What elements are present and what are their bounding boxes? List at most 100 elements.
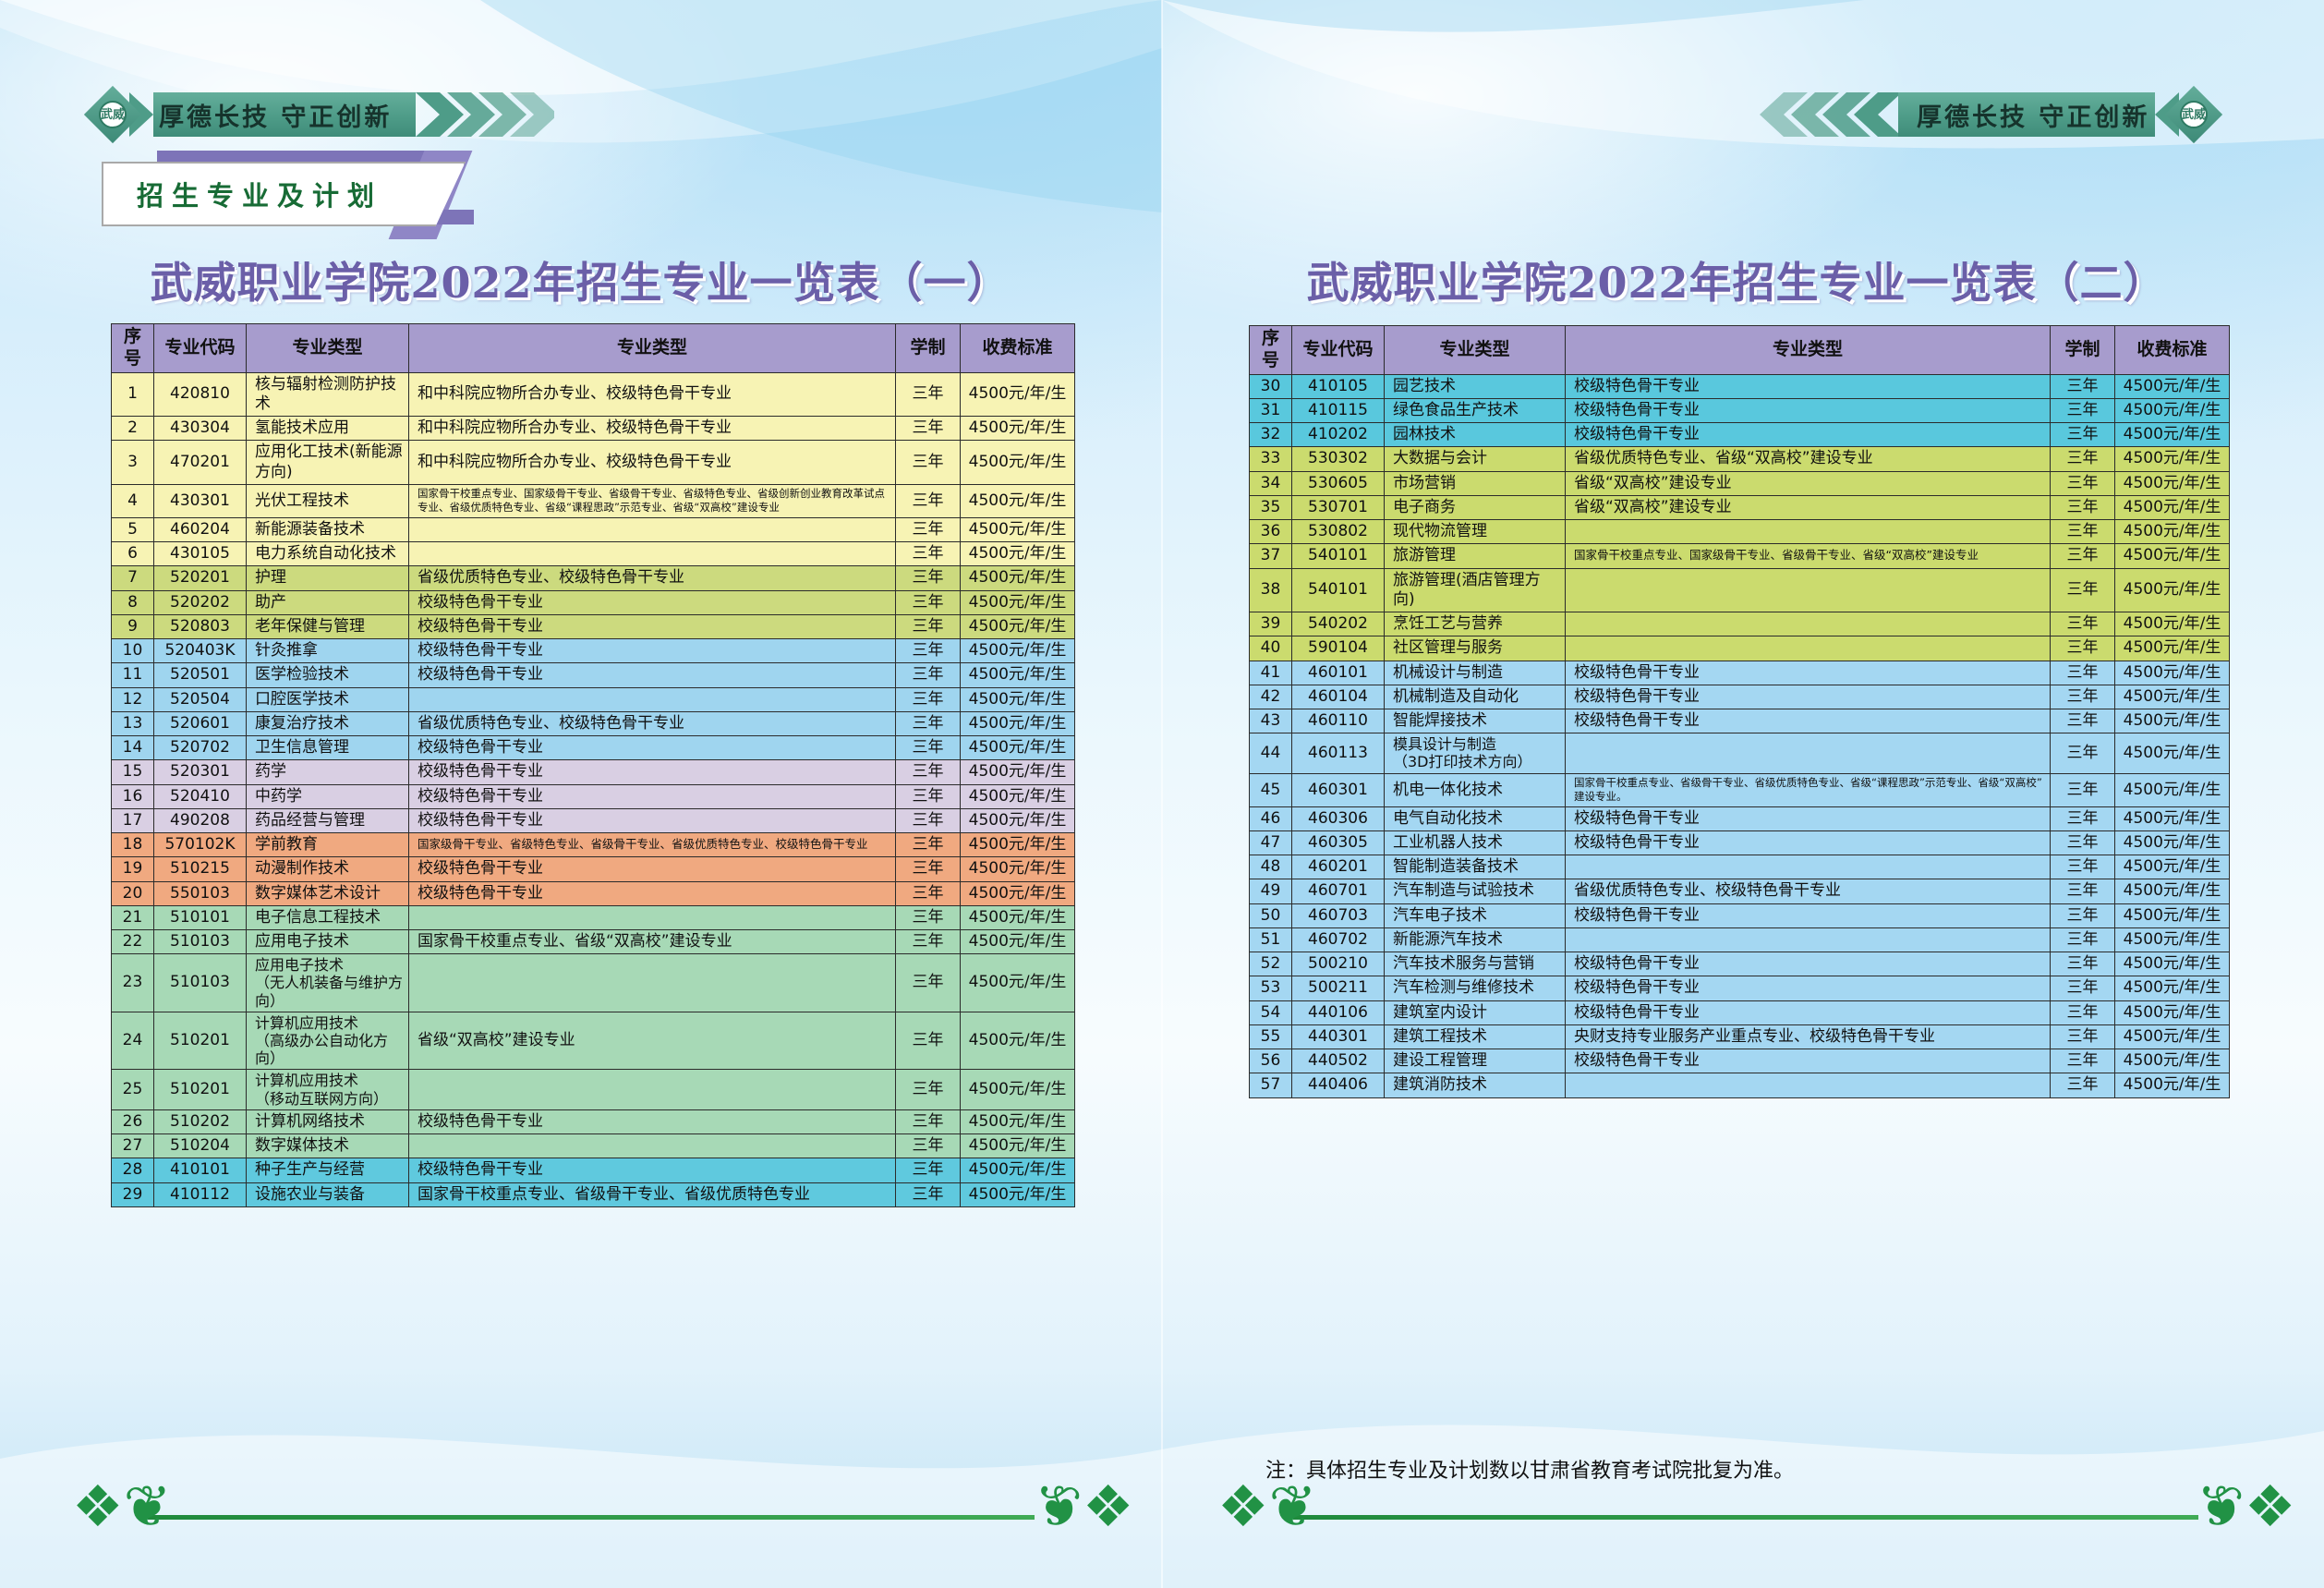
cell-major-tags: 省级“双高校”建设专业 bbox=[1565, 470, 2051, 496]
majors-table-one-wrapper: 序号 专业代码 专业类型 专业类型 学制 收费标准 1 420810 核与辐射检测防… bbox=[111, 323, 1075, 1207]
cell-major-name: 建筑工程技术 bbox=[1384, 1024, 1566, 1050]
cell-major-tags: 校级特色骨干专业 bbox=[408, 1109, 896, 1135]
cell-major-name: 旅游管理(酒店管理方向) bbox=[1384, 567, 1566, 612]
majors-table-two-wrapper: 序号 专业代码 专业类型 专业类型 学制 收费标准 30 410105 园艺技术 校级… bbox=[1249, 325, 2230, 1098]
cell-study-years: 三年 bbox=[2050, 494, 2115, 521]
col-header-tags: 专业类型 bbox=[408, 323, 896, 373]
cell-major-name: 汽车检测与维修技术 bbox=[1384, 976, 1566, 1001]
cell-major-name: 计算机应用技术 （移动互联网方向） bbox=[246, 1069, 409, 1110]
cell-serial-number: 17 bbox=[111, 807, 154, 834]
cell-serial-number: 40 bbox=[1249, 636, 1292, 661]
cell-major-tags: 和中科院应物所合办专业、校级特色骨干专业 bbox=[408, 371, 896, 417]
cell-serial-number: 3 bbox=[111, 440, 154, 485]
table-row: 30 410105 园艺技术 校级特色骨干专业 三年 4500元/年/生 bbox=[1249, 373, 2230, 399]
cell-major-code: 510202 bbox=[153, 1109, 247, 1135]
cell-major-code: 530802 bbox=[1291, 518, 1385, 545]
cell-major-code: 410115 bbox=[1291, 397, 1385, 424]
cell-major-tags: 校级特色骨干专业 bbox=[408, 638, 896, 664]
cell-serial-number: 35 bbox=[1249, 494, 1292, 521]
cell-major-code: 530605 bbox=[1291, 470, 1385, 496]
ornament-flourish-icon: ❖❦ bbox=[1035, 1473, 1134, 1540]
table-row: 2 430304 氢能技术应用 和中科院应物所合办专业、校级特色骨干专业 三年 4500元… bbox=[111, 415, 1075, 442]
table-row: 22 510103 应用电子技术 国家骨干校重点专业、省级“双高校”建设专业 三年 450… bbox=[111, 929, 1075, 955]
col-header-major: 专业类型 bbox=[1384, 325, 1566, 375]
cell-study-years: 三年 bbox=[2050, 543, 2115, 569]
table-row: 35 530701 电子商务 省级“双高校”建设专业 三年 4500元/年/生 bbox=[1249, 494, 2230, 521]
table-row: 25 510201 计算机应用技术 （移动互联网方向） 三年 4500元/年/生 bbox=[111, 1069, 1075, 1110]
cell-major-name: 电力系统自动化技术 bbox=[246, 541, 409, 567]
cell-major-code: 520803 bbox=[153, 613, 247, 640]
cell-study-years: 三年 bbox=[895, 686, 961, 712]
cell-tuition-fee: 4500元/年/生 bbox=[2114, 903, 2230, 928]
cell-serial-number: 18 bbox=[111, 832, 154, 858]
cell-major-name: 药品经营与管理 bbox=[246, 807, 409, 834]
cell-serial-number: 21 bbox=[111, 904, 154, 931]
cell-major-name: 建筑室内设计 bbox=[1384, 1000, 1566, 1025]
cell-study-years: 三年 bbox=[895, 371, 961, 417]
cell-serial-number: 33 bbox=[1249, 446, 1292, 472]
cell-serial-number: 52 bbox=[1249, 952, 1292, 977]
table-row: 31 410115 绿色食品生产技术 校级特色骨干专业 三年 4500元/年/生 bbox=[1249, 397, 2230, 424]
cell-major-code: 410105 bbox=[1291, 373, 1385, 399]
cell-major-name: 光伏工程技术 bbox=[246, 483, 409, 518]
cell-serial-number: 41 bbox=[1249, 660, 1292, 685]
table-row: 21 510101 电子信息工程技术 三年 4500元/年/生 bbox=[111, 904, 1075, 931]
cell-major-name: 社区管理与服务 bbox=[1384, 636, 1566, 661]
cell-major-code: 430304 bbox=[153, 415, 247, 442]
table-title-right: 武威职业学院2022年招生专业一览表（二） bbox=[1306, 258, 2167, 308]
cell-major-tags: 省级优质特色专业、校级特色骨干专业 bbox=[1565, 879, 2051, 904]
cell-major-name: 工业机器人技术 bbox=[1384, 830, 1566, 856]
col-header-fee: 收费标准 bbox=[2114, 325, 2230, 375]
cell-study-years: 三年 bbox=[2050, 772, 2115, 807]
cell-study-years: 三年 bbox=[2050, 660, 2115, 685]
cell-major-name: 汽车电子技术 bbox=[1384, 903, 1566, 928]
cell-major-tags: 国家骨干校重点专业、国家级骨干专业、省级骨干专业、省级“双高校”建设专业 bbox=[1565, 543, 2051, 569]
school-logo-inner-right: 武威 bbox=[2180, 101, 2209, 128]
cell-tuition-fee: 4500元/年/生 bbox=[2114, 373, 2230, 399]
cell-major-name: 建设工程管理 bbox=[1384, 1049, 1566, 1074]
cell-major-name: 机电一体化技术 bbox=[1384, 772, 1566, 807]
cell-serial-number: 10 bbox=[111, 638, 154, 664]
cell-major-tags: 国家骨干校重点专业、国家级骨干专业、省级骨干专业、省级特色专业、省级创新创业教育… bbox=[408, 483, 896, 518]
cell-tuition-fee: 4500元/年/生 bbox=[2114, 1024, 2230, 1050]
motto-text-right: 厚德长技 守正创新 bbox=[1917, 103, 2150, 132]
col-header-tags: 专业类型 bbox=[1565, 325, 2051, 375]
cell-study-years: 三年 bbox=[2050, 1024, 2115, 1050]
cell-tuition-fee: 4500元/年/生 bbox=[960, 638, 1075, 664]
cell-tuition-fee: 4500元/年/生 bbox=[960, 735, 1075, 761]
cell-tuition-fee: 4500元/年/生 bbox=[960, 1182, 1075, 1207]
cell-tuition-fee: 4500元/年/生 bbox=[2114, 543, 2230, 569]
cell-major-code: 540101 bbox=[1291, 543, 1385, 569]
cell-study-years: 三年 bbox=[2050, 1073, 2115, 1098]
cell-major-name: 助产 bbox=[246, 589, 409, 615]
cell-major-code: 530302 bbox=[1291, 446, 1385, 472]
cell-major-code: 570102K bbox=[153, 832, 247, 858]
cell-study-years: 三年 bbox=[2050, 976, 2115, 1001]
cell-major-name: 电子信息工程技术 bbox=[246, 904, 409, 931]
cell-study-years: 三年 bbox=[895, 735, 961, 761]
table-row: 3 470201 应用化工技术(新能源方向) 和中科院应物所合办专业、校级特色骨干专业… bbox=[111, 440, 1075, 485]
cell-tuition-fee: 4500元/年/生 bbox=[960, 371, 1075, 417]
cell-study-years: 三年 bbox=[2050, 952, 2115, 977]
table-row: 42 460104 机械制造及自动化 校级特色骨干专业 三年 4500元/年/生 bbox=[1249, 684, 2230, 710]
cell-study-years: 三年 bbox=[2050, 927, 2115, 953]
cell-tuition-fee: 4500元/年/生 bbox=[2114, 708, 2230, 734]
table-row: 54 440106 建筑室内设计 校级特色骨干专业 三年 4500元/年/生 bbox=[1249, 1000, 2230, 1025]
cell-major-code: 410202 bbox=[1291, 421, 1385, 448]
cell-major-tags bbox=[408, 953, 896, 1012]
cell-serial-number: 27 bbox=[111, 1133, 154, 1159]
cell-major-code: 460703 bbox=[1291, 903, 1385, 928]
table-row: 40 590104 社区管理与服务 三年 4500元/年/生 bbox=[1249, 636, 2230, 661]
cell-major-name: 大数据与会计 bbox=[1384, 446, 1566, 472]
cell-major-tags: 省级优质特色专业、校级特色骨干专业 bbox=[408, 710, 896, 737]
cell-serial-number: 16 bbox=[111, 783, 154, 809]
cell-major-code: 430105 bbox=[153, 541, 247, 567]
cell-serial-number: 57 bbox=[1249, 1073, 1292, 1098]
cell-major-code: 460701 bbox=[1291, 879, 1385, 904]
cell-study-years: 三年 bbox=[2050, 567, 2115, 612]
cell-study-years: 三年 bbox=[2050, 397, 2115, 424]
cell-major-name: 口腔医学技术 bbox=[246, 686, 409, 712]
cell-serial-number: 6 bbox=[111, 541, 154, 567]
cell-major-name: 计算机网络技术 bbox=[246, 1109, 409, 1135]
cell-study-years: 三年 bbox=[895, 1011, 961, 1071]
